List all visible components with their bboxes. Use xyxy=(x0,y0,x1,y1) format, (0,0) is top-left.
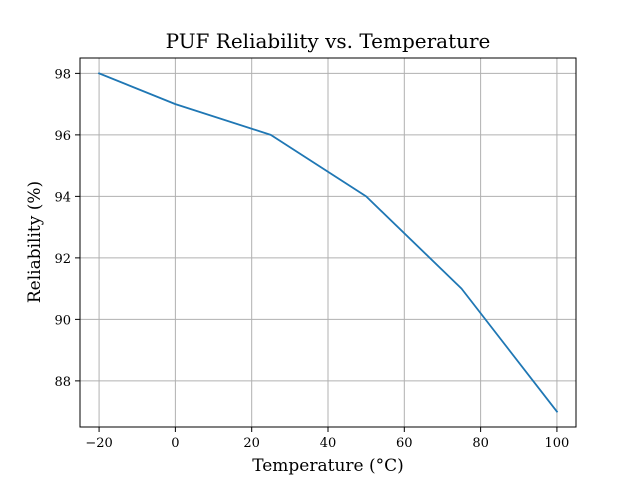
ticks: −20 0 20 40 60 80 100 88 90 92 94 96 98 xyxy=(54,67,569,451)
x-tick-label: 20 xyxy=(243,436,260,451)
grid xyxy=(80,58,576,427)
y-tick-label: 92 xyxy=(54,252,71,267)
y-axis-label: Reliability (%) xyxy=(25,181,45,303)
x-tick-label: 80 xyxy=(472,436,489,451)
y-tick-label: 90 xyxy=(54,313,71,328)
x-tick-label: 40 xyxy=(320,436,337,451)
y-tick-label: 96 xyxy=(54,129,71,144)
x-tick-label: 0 xyxy=(171,436,179,451)
y-tick-label: 98 xyxy=(54,67,71,82)
x-tick-label: −20 xyxy=(85,436,112,451)
x-tick-label: 60 xyxy=(396,436,413,451)
y-tick-label: 94 xyxy=(54,190,71,205)
x-axis-label: Temperature (°C) xyxy=(252,456,404,476)
chart-title: PUF Reliability vs. Temperature xyxy=(166,29,491,53)
series-line xyxy=(97,72,559,413)
x-tick-label: 100 xyxy=(545,436,570,451)
y-tick-label: 88 xyxy=(54,375,71,390)
series-layer xyxy=(97,72,559,413)
